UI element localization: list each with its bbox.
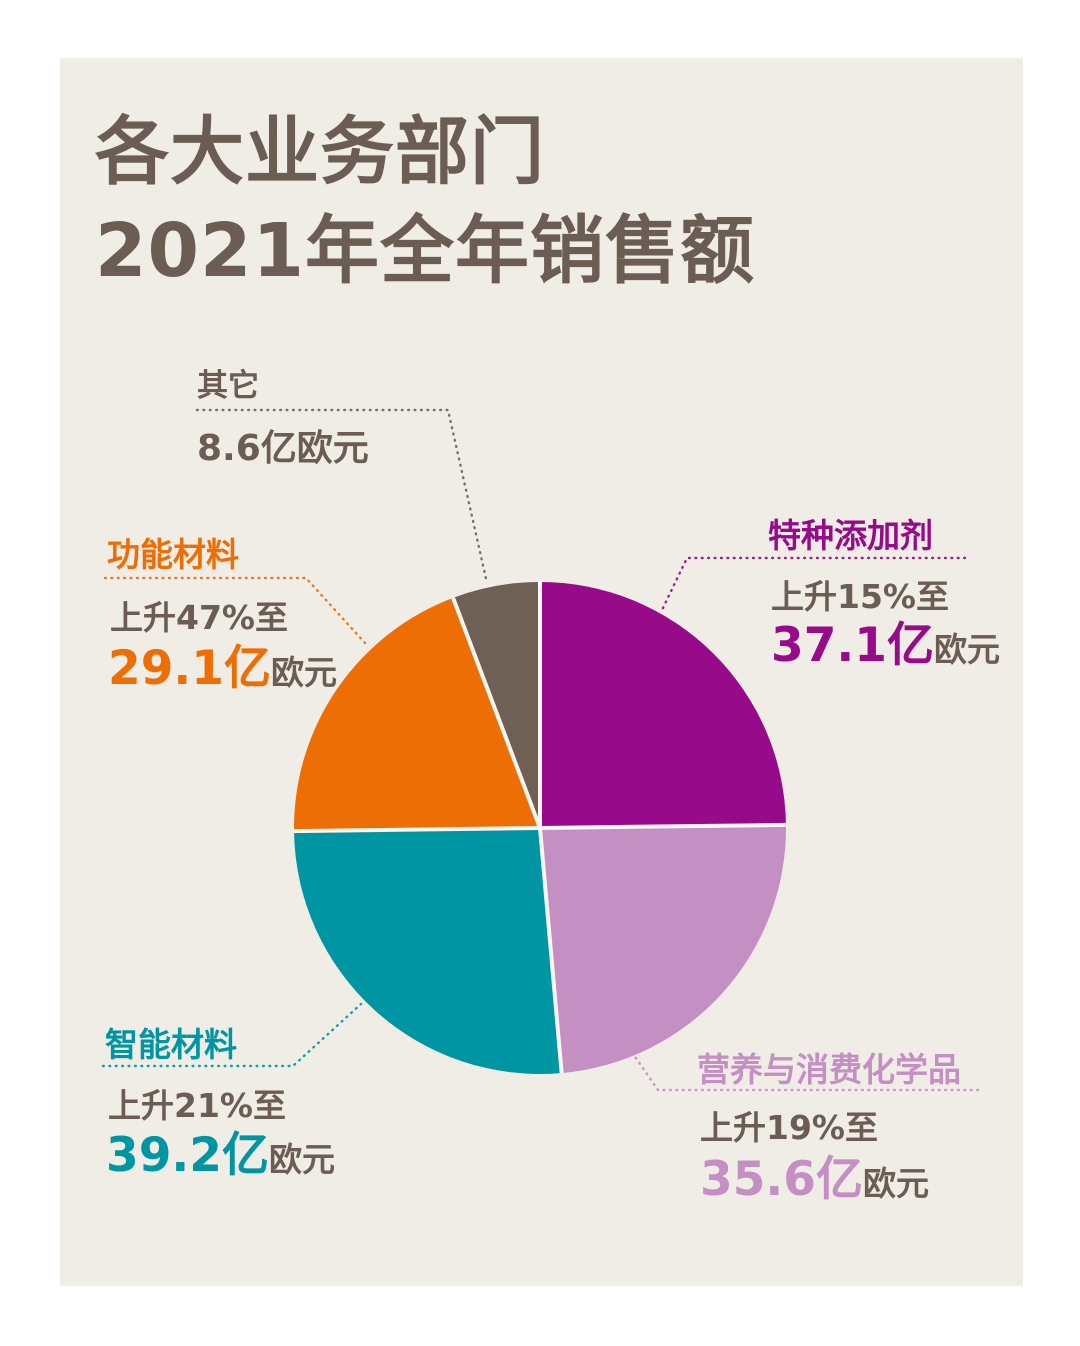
callout-nutrition-unit: 欧元 — [862, 1164, 929, 1203]
callout-other-name: 其它 — [197, 368, 259, 404]
page-title: 各大业务部门 2021年全年销售额 — [95, 103, 755, 301]
callout-smart-amount: 39.2亿 — [106, 1128, 269, 1183]
callout-specialty-value: 37.1亿欧元 — [771, 606, 1000, 675]
callout-functional-name: 功能材料 — [107, 535, 239, 574]
callout-specialty-change: 上升15%至 — [771, 577, 949, 616]
callout-smart-unit: 欧元 — [268, 1140, 335, 1179]
callout-smart-value: 39.2亿欧元 — [106, 1116, 335, 1185]
callout-nutrition-change: 上升19%至 — [700, 1108, 878, 1147]
page-title-line2: 2021年全年销售额 — [95, 208, 755, 294]
callout-specialty-unit: 欧元 — [933, 630, 1000, 669]
callout-functional-value: 29.1亿欧元 — [108, 629, 337, 698]
callout-smart-name: 智能材料 — [105, 1025, 237, 1064]
callout-functional-change: 上升47%至 — [110, 598, 288, 637]
callout-nutrition-value: 35.6亿欧元 — [700, 1140, 929, 1209]
callout-functional-unit: 欧元 — [270, 653, 337, 692]
callout-specialty-amount: 37.1亿 — [771, 618, 934, 673]
callout-other-value: 8.6亿欧元 — [197, 428, 369, 469]
callout-smart-change: 上升21%至 — [108, 1086, 286, 1125]
callout-nutrition-amount: 35.6亿 — [700, 1152, 863, 1207]
callout-specialty-name: 特种添加剂 — [768, 516, 933, 555]
page-title-line1: 各大业务部门 — [95, 109, 545, 195]
callout-nutrition-name: 营养与消费化学品 — [697, 1050, 961, 1089]
callout-functional-amount: 29.1亿 — [108, 641, 271, 696]
